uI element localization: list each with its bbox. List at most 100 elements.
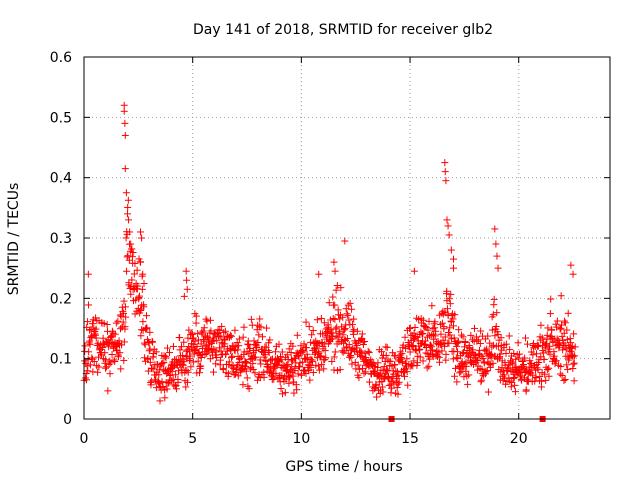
data-point [295, 352, 303, 360]
data-point [556, 325, 564, 333]
data-point [350, 326, 358, 334]
data-point [494, 264, 502, 272]
data-point [213, 337, 221, 345]
data-point [107, 359, 115, 367]
data-point [227, 332, 235, 340]
data-point [332, 325, 340, 333]
data-point [182, 267, 190, 275]
data-point [315, 270, 323, 278]
data-point [191, 337, 199, 345]
data-point [449, 315, 457, 323]
data-point [383, 366, 391, 374]
data-point [397, 353, 405, 361]
data-point [453, 342, 461, 350]
data-point [206, 355, 214, 363]
data-point [406, 348, 414, 356]
data-point [325, 299, 333, 307]
data-point [317, 352, 325, 360]
data-point [125, 216, 133, 224]
data-point [552, 320, 560, 328]
data-point [142, 312, 150, 320]
data-point [251, 369, 259, 377]
data-point [137, 258, 145, 266]
data-point [488, 326, 496, 334]
data-point [230, 364, 238, 372]
data-point [87, 333, 95, 341]
data-point [371, 385, 379, 393]
data-point [568, 342, 576, 350]
data-point [123, 210, 131, 218]
data-point [196, 362, 204, 370]
data-point [368, 358, 376, 366]
data-point [522, 386, 530, 394]
data-point [141, 354, 149, 362]
data-point [314, 348, 322, 356]
data-point [546, 310, 554, 318]
data-point [428, 302, 436, 310]
x-tick-label: 15 [401, 431, 419, 447]
data-point [540, 356, 548, 364]
data-point [121, 165, 129, 173]
data-point [451, 311, 459, 319]
data-point [426, 342, 434, 350]
data-point [247, 315, 255, 323]
data-point [138, 285, 146, 293]
data-point [88, 320, 96, 328]
data-point [441, 333, 449, 341]
data-point [235, 342, 243, 350]
data-point [129, 249, 137, 257]
data-point [359, 364, 367, 372]
data-point [558, 372, 566, 380]
data-point [142, 325, 150, 333]
data-point [329, 293, 337, 301]
data-point [553, 317, 561, 325]
data-point [302, 318, 310, 326]
data-point [447, 318, 455, 326]
data-point [289, 342, 297, 350]
data-point [287, 348, 295, 356]
data-point [506, 346, 514, 354]
data-point [169, 342, 177, 350]
data-point [161, 394, 169, 402]
data-point [480, 359, 488, 367]
data-point [422, 344, 430, 352]
data-point [174, 378, 182, 386]
data-point [124, 203, 132, 211]
data-point [553, 323, 561, 331]
data-point [473, 356, 481, 364]
data-point [123, 267, 131, 275]
data-point [194, 357, 202, 365]
data-point [331, 301, 339, 309]
data-point [152, 384, 160, 392]
data-point [458, 349, 466, 357]
data-point [552, 357, 560, 365]
data-point [552, 357, 560, 365]
data-point [255, 331, 263, 339]
data-point [275, 340, 283, 348]
data-point [307, 363, 315, 371]
data-point [99, 334, 107, 342]
data-point [465, 371, 473, 379]
data-point [445, 339, 453, 347]
x-tick-label: 20 [510, 431, 528, 447]
data-point [197, 353, 205, 361]
data-point [553, 335, 561, 343]
data-point [425, 317, 433, 325]
data-point [569, 353, 577, 361]
data-point [401, 372, 409, 380]
data-point [138, 234, 146, 242]
data-point [429, 346, 437, 354]
data-point [320, 365, 328, 373]
data-point [200, 324, 208, 332]
data-point [330, 258, 338, 266]
data-point [497, 334, 505, 342]
data-point [164, 379, 172, 387]
data-point [235, 359, 243, 367]
data-point [441, 308, 449, 316]
data-point [215, 344, 223, 352]
data-point [525, 368, 533, 376]
y-tick-label: 0 [63, 412, 72, 428]
data-point [509, 359, 517, 367]
data-point [249, 365, 257, 373]
data-point [120, 356, 128, 364]
